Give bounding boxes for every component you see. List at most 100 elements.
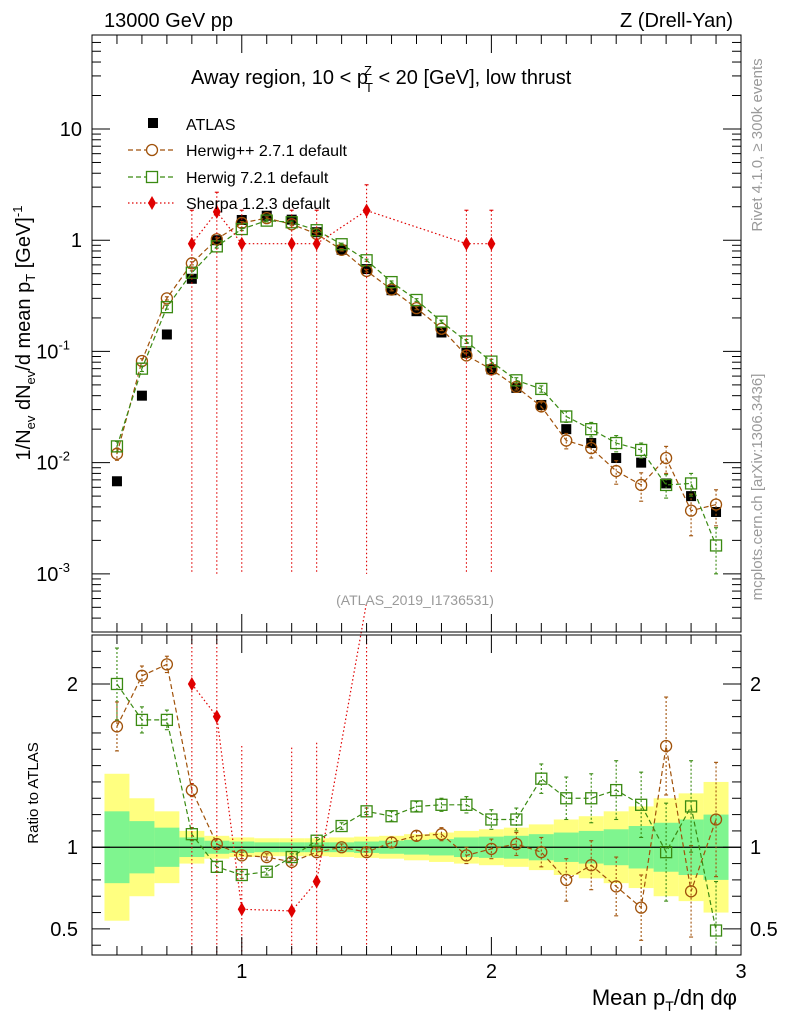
atlas-point — [436, 327, 447, 338]
herwigpp-ratio-point — [610, 880, 623, 893]
herwig7-main-point — [684, 477, 698, 490]
herwigpp-ratio-point — [460, 849, 473, 862]
herwigpp-ratio-point — [260, 850, 273, 864]
herwig7-main-point — [110, 440, 124, 453]
herwig7-ratio-point — [360, 805, 373, 818]
ratio-y-tick-label-right-2: 2 — [750, 674, 761, 696]
ratio-uncertainty-bands — [92, 773, 741, 921]
sherpa-ratio-line — [191, 602, 368, 912]
atlas-point — [636, 457, 647, 468]
atlas-point — [411, 306, 422, 317]
herwigpp-main-point — [410, 301, 423, 315]
main-y-tick-label-1: 10-2 — [36, 449, 70, 475]
sherpa-ratio-point — [237, 902, 246, 917]
herwig7-ratio-point — [560, 792, 573, 805]
herwig7-ratio-point — [285, 850, 298, 864]
ratio-y-tick-label-left-0: 0.5 — [50, 919, 78, 941]
herwigpp-ratio-point — [335, 841, 348, 854]
legend-label-herwig7: Herwig 7.2.1 default — [186, 170, 329, 187]
herwigpp-main-point — [535, 400, 548, 413]
sherpa-main-point — [237, 236, 246, 251]
herwig7-main-point — [160, 301, 174, 314]
herwig7-main-point — [435, 315, 448, 328]
legend-marker-herwig7 — [145, 170, 159, 184]
herwigpp-ratio-point — [560, 873, 573, 887]
sherpa-ratio-point — [212, 709, 221, 724]
herwig7-ratio-point — [410, 800, 423, 813]
sherpa-main-point — [362, 203, 371, 218]
sherpa-main-point — [462, 236, 471, 251]
herwig7-main-point — [285, 216, 298, 229]
herwig7-ratio-point — [709, 924, 723, 937]
sherpa-main-point — [212, 204, 221, 219]
herwigpp-main-point — [585, 441, 598, 455]
sherpa-ratio-point — [187, 676, 196, 691]
herwigpp-ratio-point — [510, 837, 523, 851]
herwigpp-ratio-point — [585, 859, 598, 872]
ratio-y-tick-label-left-2: 2 — [67, 674, 78, 696]
herwig7-main-point — [560, 410, 573, 423]
herwig7-ratio-point — [659, 845, 673, 859]
herwig7-ratio-point — [110, 677, 124, 691]
herwig7-ratio-point — [160, 713, 174, 727]
x-tick-label-0: 1 — [236, 961, 247, 983]
herwigpp-ratio-point — [535, 845, 548, 859]
legend: ATLAS Herwig++ 2.7.1 default Herwig 7.2.… — [128, 117, 348, 213]
header-left: 13000 GeV pp — [104, 10, 233, 32]
herwigpp-ratio-point — [210, 837, 223, 851]
herwig7-ratio-point — [535, 772, 548, 785]
herwig7-main-point — [510, 374, 523, 387]
herwig7-main-line — [116, 220, 717, 546]
sherpa-main-point — [187, 236, 196, 251]
herwigpp-main-point — [385, 283, 398, 296]
herwigpp-main-line — [116, 217, 717, 512]
ratio-y-tick-label-left-1: 1 — [67, 837, 78, 859]
herwig7-main-point — [410, 293, 423, 307]
series-layer — [110, 184, 723, 956]
herwigpp-main-point — [659, 451, 673, 465]
ratio-y-tick-label-right-1: 1 — [750, 837, 761, 859]
atlas-point — [161, 329, 172, 340]
herwigpp-main-point — [110, 447, 124, 460]
atlas-point — [136, 390, 147, 401]
sherpa-main-point — [287, 236, 296, 251]
herwigpp-ratio-point — [110, 720, 124, 733]
herwigpp-ratio-point — [160, 658, 174, 671]
herwig7-ratio-point — [135, 713, 149, 727]
x-axis-label: Mean pT/dη dφ — [592, 985, 737, 1014]
herwigpp-ratio-point — [135, 669, 149, 682]
herwigpp-ratio-point — [635, 901, 648, 914]
herwigpp-main-point — [709, 498, 723, 511]
herwig7-main-point — [335, 238, 348, 251]
herwig7-ratio-point — [335, 819, 348, 833]
atlas-point — [561, 424, 572, 435]
herwigpp-main-point — [460, 349, 473, 362]
legend-marker-sherpa — [148, 196, 156, 210]
main-y-tick-label-3: 1 — [71, 230, 82, 252]
legend-label-atlas: ATLAS — [186, 117, 236, 134]
legend-label-sherpa: Sherpa 1.2.3 default — [186, 196, 331, 213]
herwigpp-ratio-point — [684, 885, 698, 898]
herwigpp-ratio-point — [485, 842, 498, 856]
herwigpp-main-point — [560, 434, 573, 447]
herwig7-ratio-point — [385, 810, 398, 823]
atlas-point — [111, 476, 122, 487]
herwigpp-main-point — [635, 478, 648, 492]
legend-label-herwigpp: Herwig++ 2.7.1 default — [186, 143, 348, 160]
herwig7-main-point — [709, 539, 723, 552]
herwigpp-ratio-point — [385, 836, 398, 849]
chart-title: Away region, 10 < pZ T < 20 [GeV], low th… — [191, 63, 572, 95]
analysis-label: (ATLAS_2019_I1736531) — [336, 592, 494, 608]
atlas-point — [611, 453, 622, 464]
herwigpp-main-point — [684, 504, 698, 517]
herwigpp-main-point — [510, 380, 523, 394]
herwigpp-main-point — [160, 292, 174, 305]
herwigpp-ratio-point — [410, 829, 423, 842]
herwigpp-ratio-point — [235, 849, 248, 862]
herwigpp-ratio-point — [659, 739, 673, 753]
ratio-y-axis-label: Ratio to ATLAS — [25, 742, 42, 843]
ratio-y-tick-label-right-0: 0.5 — [750, 919, 778, 941]
herwig7-ratio-point — [260, 865, 273, 878]
herwig7-main-point — [659, 478, 673, 492]
